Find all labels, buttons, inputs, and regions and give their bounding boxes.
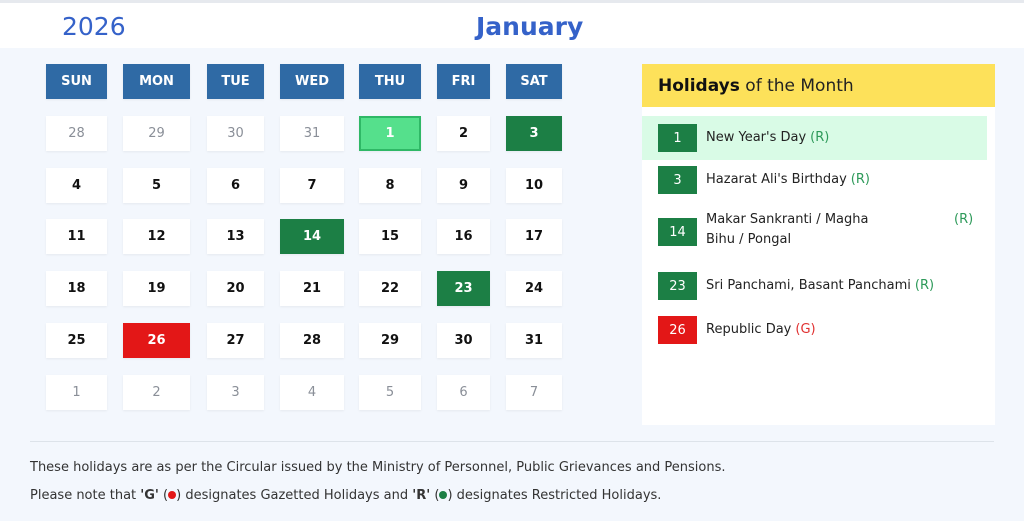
- day-cell[interactable]: 2: [437, 116, 490, 151]
- day-cell[interactable]: 20: [207, 271, 264, 307]
- day-cell[interactable]: 1: [359, 116, 421, 151]
- day-cell[interactable]: 6: [207, 167, 264, 203]
- day-cell[interactable]: 5: [359, 374, 421, 410]
- day-cell[interactable]: 31: [280, 116, 344, 151]
- day-cell[interactable]: 26: [123, 322, 190, 358]
- day-cell[interactable]: 2: [123, 374, 190, 410]
- year-label[interactable]: 2026: [62, 12, 126, 41]
- holiday-date-badge: 23: [658, 272, 697, 300]
- day-cell[interactable]: 3: [207, 374, 264, 410]
- day-cell[interactable]: 29: [359, 322, 421, 358]
- holiday-type: (R): [954, 212, 974, 227]
- day-cell[interactable]: 30: [207, 116, 264, 151]
- day-cell[interactable]: 11: [46, 219, 107, 255]
- day-cell[interactable]: 23: [437, 271, 490, 307]
- holiday-type: (R): [914, 278, 935, 293]
- day-cell[interactable]: 14: [280, 219, 344, 255]
- day-cell[interactable]: 22: [359, 271, 421, 307]
- day-cell[interactable]: 17: [506, 219, 562, 255]
- weekday-wed: WED: [280, 64, 344, 99]
- day-cell[interactable]: 3: [506, 116, 562, 151]
- holiday-item[interactable]: 3 Hazarat Ali's Birthday (R): [642, 160, 987, 200]
- legend-note: Please note that 'G' () designates Gazet…: [30, 488, 662, 503]
- holiday-item[interactable]: 26 Republic Day (G): [642, 310, 987, 350]
- day-cell[interactable]: 7: [506, 374, 562, 410]
- holiday-date-badge: 1: [658, 124, 697, 152]
- holiday-date-badge: 26: [658, 316, 697, 344]
- day-cell[interactable]: 21: [280, 271, 344, 307]
- weekday-thu: THU: [359, 64, 421, 99]
- day-cell[interactable]: 29: [123, 116, 190, 151]
- restricted-dot-icon: [439, 491, 448, 499]
- day-cell[interactable]: 25: [46, 322, 107, 358]
- day-cell[interactable]: 15: [359, 219, 421, 255]
- weekday-sun: SUN: [46, 64, 107, 99]
- day-cell[interactable]: 8: [359, 167, 421, 203]
- top-bar: 2026 January: [0, 0, 1024, 48]
- day-cell[interactable]: 1: [46, 374, 107, 410]
- holiday-name: Makar Sankranti / Magha Bihu / Pongal (R): [706, 212, 974, 247]
- day-cell[interactable]: 19: [123, 271, 190, 307]
- day-cell[interactable]: 6: [437, 374, 490, 410]
- gazetted-dot-icon: [168, 491, 177, 499]
- day-cell[interactable]: 5: [123, 167, 190, 203]
- holiday-date-badge: 14: [658, 218, 697, 246]
- holiday-date-badge: 3: [658, 166, 697, 194]
- holidays-panel: Holidays of the Month 1 New Year's Day (R)…: [642, 64, 995, 425]
- day-cell[interactable]: 30: [437, 322, 490, 358]
- day-cell[interactable]: 10: [506, 167, 562, 203]
- day-cell[interactable]: 18: [46, 271, 107, 307]
- weekday-tue: TUE: [207, 64, 264, 99]
- holiday-type: (R): [850, 172, 870, 187]
- holiday-item[interactable]: 14 Makar Sankranti / Magha Bihu / Pongal(…: [642, 204, 987, 260]
- holiday-item[interactable]: 1 New Year's Day (R): [642, 116, 987, 160]
- day-cell[interactable]: 16: [437, 219, 490, 255]
- day-cell[interactable]: 12: [123, 219, 190, 255]
- holiday-name: Republic Day (G): [706, 322, 816, 337]
- holiday-name: Hazarat Ali's Birthday (R): [706, 172, 870, 187]
- day-cell[interactable]: 24: [506, 271, 562, 307]
- weekday-mon: MON: [123, 64, 190, 99]
- month-title: January: [476, 12, 584, 41]
- day-cell[interactable]: 9: [437, 167, 490, 203]
- weekday-fri: FRI: [437, 64, 490, 99]
- day-cell[interactable]: 7: [280, 167, 344, 203]
- day-cell[interactable]: 13: [207, 219, 264, 255]
- panel-title: Holidays of the Month: [642, 64, 995, 107]
- circular-note: These holidays are as per the Circular i…: [30, 460, 726, 475]
- day-cell[interactable]: 4: [280, 374, 344, 410]
- holiday-item[interactable]: 23 Sri Panchami, Basant Panchami (R): [642, 266, 987, 306]
- day-cell[interactable]: 31: [506, 322, 562, 358]
- holiday-type: (R): [810, 130, 830, 145]
- weekday-sat: SAT: [506, 64, 562, 99]
- day-cell[interactable]: 28: [46, 116, 107, 151]
- holiday-type: (G): [795, 322, 816, 337]
- day-cell[interactable]: 4: [46, 167, 107, 203]
- holiday-name: New Year's Day (R): [706, 130, 830, 145]
- day-cell[interactable]: 27: [207, 322, 264, 358]
- divider: [30, 441, 994, 442]
- holiday-name: Sri Panchami, Basant Panchami (R): [706, 278, 935, 293]
- day-cell[interactable]: 28: [280, 322, 344, 358]
